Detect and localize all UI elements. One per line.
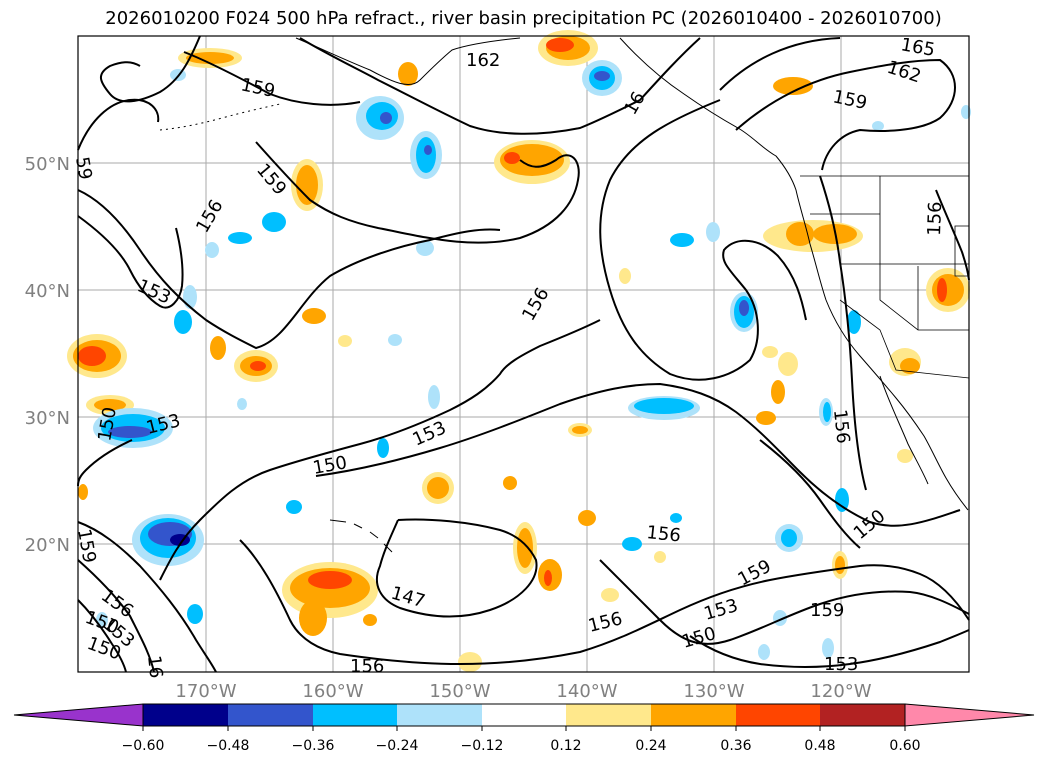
baja-coast xyxy=(879,375,929,485)
contour-159-southeast xyxy=(759,439,861,549)
contour-153-south xyxy=(599,559,970,645)
contour-150-main xyxy=(315,382,961,527)
colorbar-tick-label: 0.12 xyxy=(550,738,581,754)
negative-anomaly xyxy=(93,60,971,660)
lon-label: 130°W xyxy=(683,681,744,702)
lat-label: 20°N xyxy=(25,535,70,556)
contour-162-east xyxy=(735,58,956,171)
contour-165 xyxy=(719,37,841,91)
contour-label: 153 xyxy=(824,654,858,675)
contour-156-south xyxy=(239,539,970,666)
contour-label: 156 xyxy=(350,656,384,677)
colorbar-tick-label: 0.48 xyxy=(804,738,835,754)
longitude-labels: 170°W 160°W 150°W 140°W 130°W 120°W xyxy=(175,681,871,702)
colorbar-extend-max xyxy=(904,703,1035,727)
contour-label: 162 xyxy=(466,50,500,71)
contour-153-central xyxy=(159,319,601,581)
lat-label: 50°N xyxy=(25,154,70,175)
contour-159-north xyxy=(183,51,361,106)
contour-156-meander xyxy=(599,99,807,381)
lat-label: 30°N xyxy=(25,408,70,429)
contour-150-south xyxy=(689,629,970,668)
colorbar-bin xyxy=(736,704,820,726)
colorbar-outline xyxy=(142,703,906,727)
contour-label: 59 xyxy=(71,155,96,181)
contour-156-west xyxy=(77,189,501,350)
contour-label: 16 xyxy=(143,654,166,679)
colorbar-bin xyxy=(482,704,566,726)
colorbar-tick-label: −0.24 xyxy=(376,738,419,754)
contour-156-east xyxy=(819,175,867,491)
colorbar-tick-label: −0.60 xyxy=(122,738,165,754)
alaska-coast xyxy=(295,37,521,85)
colorbar-bin xyxy=(313,704,397,726)
contour-162 xyxy=(299,37,701,135)
contour-label: 156 xyxy=(645,522,681,546)
lon-label: 150°W xyxy=(429,681,490,702)
colorbar-extend-min xyxy=(13,703,144,727)
contour-156-northeast xyxy=(935,189,970,281)
colorbar-tick-label: −0.36 xyxy=(292,738,335,754)
colorbar-bin xyxy=(566,704,651,726)
latitude-labels: 50°N 40°N 30°N 20°N xyxy=(25,154,70,556)
contour-label: 159 xyxy=(810,600,844,621)
contour-156-southwest xyxy=(77,559,155,673)
colorbar-bin xyxy=(228,704,313,726)
map-frame xyxy=(77,35,970,673)
colorbar-tick-label: 0.36 xyxy=(720,738,751,754)
contour-159-loop xyxy=(100,35,201,103)
contour-159-main xyxy=(255,141,580,244)
contour-153-west-loop xyxy=(77,215,184,309)
positive-anomaly xyxy=(67,30,970,672)
colorbar: −0.60 −0.48 −0.36 −0.24 −0.12 0.12 0.24 … xyxy=(13,703,1035,754)
contour-label: 159 xyxy=(73,527,100,564)
west-coast xyxy=(619,37,969,511)
contour-159-southwest xyxy=(77,521,217,673)
colorbar-bin xyxy=(397,704,482,726)
contour-label: 156 xyxy=(924,201,946,236)
precip-anomaly-fills xyxy=(67,30,971,672)
colorbar-bin xyxy=(143,704,228,726)
colorbar-tick-label: −0.12 xyxy=(461,738,504,754)
contour-159-west xyxy=(77,98,160,151)
colorbar-ticks: −0.60 −0.48 −0.36 −0.24 −0.12 0.12 0.24 … xyxy=(122,738,921,754)
contour-label: 156 xyxy=(829,408,853,444)
hawaii-islands xyxy=(329,519,393,553)
contour-147 xyxy=(375,518,538,618)
contour-153-southwest xyxy=(77,599,127,673)
lat-label: 40°N xyxy=(25,281,70,302)
lon-label: 140°W xyxy=(556,681,617,702)
mexico-border xyxy=(839,299,970,379)
colorbar-tick-label: 0.24 xyxy=(635,738,666,754)
lon-label: 170°W xyxy=(175,681,236,702)
state-border-3 xyxy=(840,263,969,331)
contour-lines xyxy=(77,35,970,673)
colorbar-tick-label: −0.48 xyxy=(207,738,250,754)
lon-label: 120°W xyxy=(810,681,871,702)
lon-label: 160°W xyxy=(302,681,363,702)
colorbar-bin xyxy=(820,704,905,726)
coastlines xyxy=(159,37,969,553)
colorbar-bin xyxy=(651,704,736,726)
colorbar-tick-label: 0.60 xyxy=(889,738,920,754)
map-title: 2026010200 F024 500 hPa refract., river … xyxy=(105,8,942,29)
